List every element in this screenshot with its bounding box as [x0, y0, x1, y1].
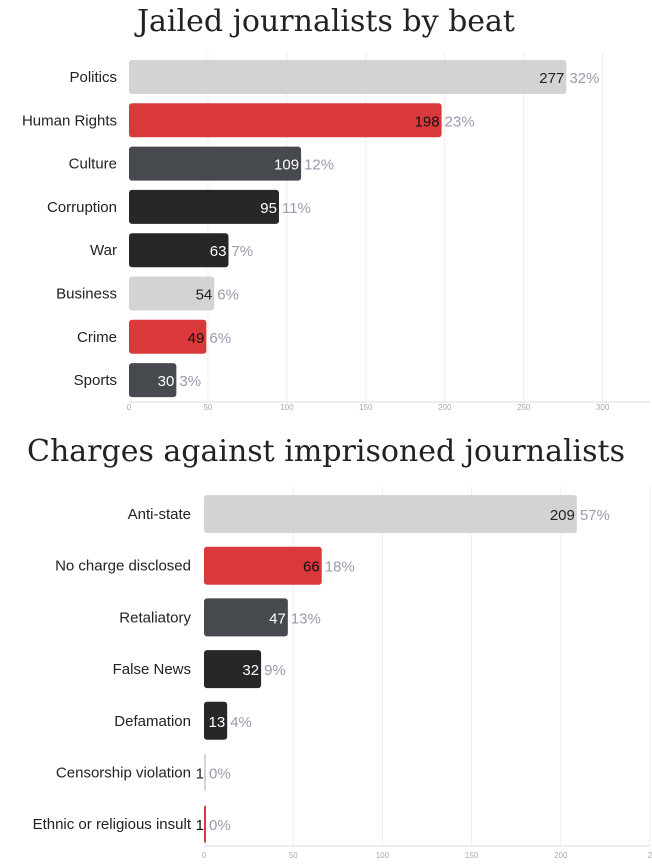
- value-label: 209: [550, 507, 575, 524]
- value-label: 49: [188, 330, 205, 347]
- category-label: Retaliatory: [119, 609, 191, 626]
- bar: [129, 363, 177, 398]
- bar: [204, 805, 206, 844]
- bar: [129, 146, 302, 181]
- value-label: 13: [209, 714, 226, 731]
- percent-label: 0%: [209, 766, 231, 783]
- bar: [204, 650, 262, 689]
- percent-label: 23%: [445, 113, 475, 130]
- percent-label: 0%: [209, 817, 231, 834]
- bar: [129, 276, 215, 311]
- percent-label: 6%: [217, 287, 239, 304]
- value-label: 54: [196, 287, 213, 304]
- category-label: No charge disclosed: [55, 558, 191, 575]
- value-label: 47: [269, 610, 286, 627]
- bar: [129, 60, 567, 94]
- percent-label: 13%: [291, 610, 321, 627]
- x-tick-label: 300: [596, 403, 610, 412]
- x-tick-label: 100: [280, 403, 294, 412]
- category-label: Defamation: [114, 713, 191, 730]
- percent-label: 4%: [230, 714, 252, 731]
- category-label: Censorship violation: [56, 765, 191, 782]
- category-label: False News: [113, 661, 191, 678]
- x-tick-label: 150: [465, 851, 479, 860]
- category-label: Politics: [69, 69, 117, 86]
- percent-label: 11%: [282, 200, 311, 217]
- value-label: 109: [274, 157, 299, 174]
- x-tick-label: 100: [376, 851, 390, 860]
- value-label: 63: [210, 243, 227, 260]
- value-label: 1: [196, 766, 204, 783]
- category-label: War: [90, 242, 117, 259]
- x-tick-label: 2: [648, 851, 652, 860]
- value-label: 198: [415, 113, 440, 130]
- category-label: Ethnic or religious insult: [33, 816, 192, 833]
- percent-label: 7%: [231, 243, 253, 260]
- chart-title-charges: Charges against imprisoned journalists: [27, 434, 625, 469]
- bar: [129, 189, 279, 224]
- x-tick-label: 200: [554, 851, 568, 860]
- percent-label: 57%: [580, 507, 610, 524]
- x-tick-label: 50: [289, 851, 298, 860]
- value-label: 32: [242, 662, 259, 679]
- bar: [129, 233, 229, 268]
- x-tick-label: 250: [517, 403, 531, 412]
- chart-jailed-by-beat: 0 50 100 150 200 250 300 Politics 277 32% Human Ri…: [22, 52, 650, 412]
- value-label: 95: [260, 200, 277, 217]
- percent-label: 3%: [179, 373, 201, 390]
- bar: [204, 495, 577, 533]
- category-label: Business: [56, 286, 117, 303]
- x-tick-label: 0: [127, 403, 132, 412]
- category-label: Corruption: [47, 199, 117, 216]
- bar: [129, 319, 207, 354]
- bar: [204, 598, 288, 637]
- value-label: 1: [196, 817, 204, 834]
- percent-label: 6%: [209, 330, 231, 347]
- category-label: Human Rights: [22, 112, 117, 129]
- category-label: Culture: [69, 156, 117, 173]
- value-label: 30: [158, 373, 175, 390]
- category-label: Crime: [77, 329, 117, 346]
- bar: [129, 103, 442, 138]
- bar: [204, 701, 228, 740]
- chart-title-beat: Jailed journalists by beat: [137, 4, 515, 39]
- percent-label: 9%: [264, 662, 286, 679]
- x-tick-label: 50: [203, 403, 212, 412]
- percent-label: 18%: [325, 559, 355, 576]
- bar: [204, 753, 206, 792]
- category-label: Anti-state: [128, 506, 191, 523]
- category-label: Sports: [74, 372, 117, 389]
- value-label: 66: [303, 559, 320, 576]
- percent-label: 32%: [569, 70, 599, 87]
- value-label: 277: [539, 70, 564, 87]
- bar: [204, 546, 322, 585]
- percent-label: 12%: [304, 157, 334, 174]
- x-tick-label: 200: [438, 403, 452, 412]
- x-tick-label: 0: [202, 851, 207, 860]
- x-tick-label: 150: [359, 403, 373, 412]
